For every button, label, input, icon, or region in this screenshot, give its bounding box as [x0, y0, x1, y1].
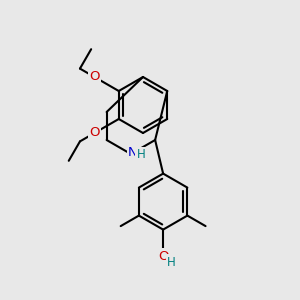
Text: H: H	[136, 148, 145, 161]
Text: O: O	[89, 127, 100, 140]
Text: O: O	[158, 250, 168, 262]
Text: N: N	[128, 146, 138, 160]
Text: O: O	[89, 70, 100, 83]
Text: H: H	[167, 256, 176, 268]
